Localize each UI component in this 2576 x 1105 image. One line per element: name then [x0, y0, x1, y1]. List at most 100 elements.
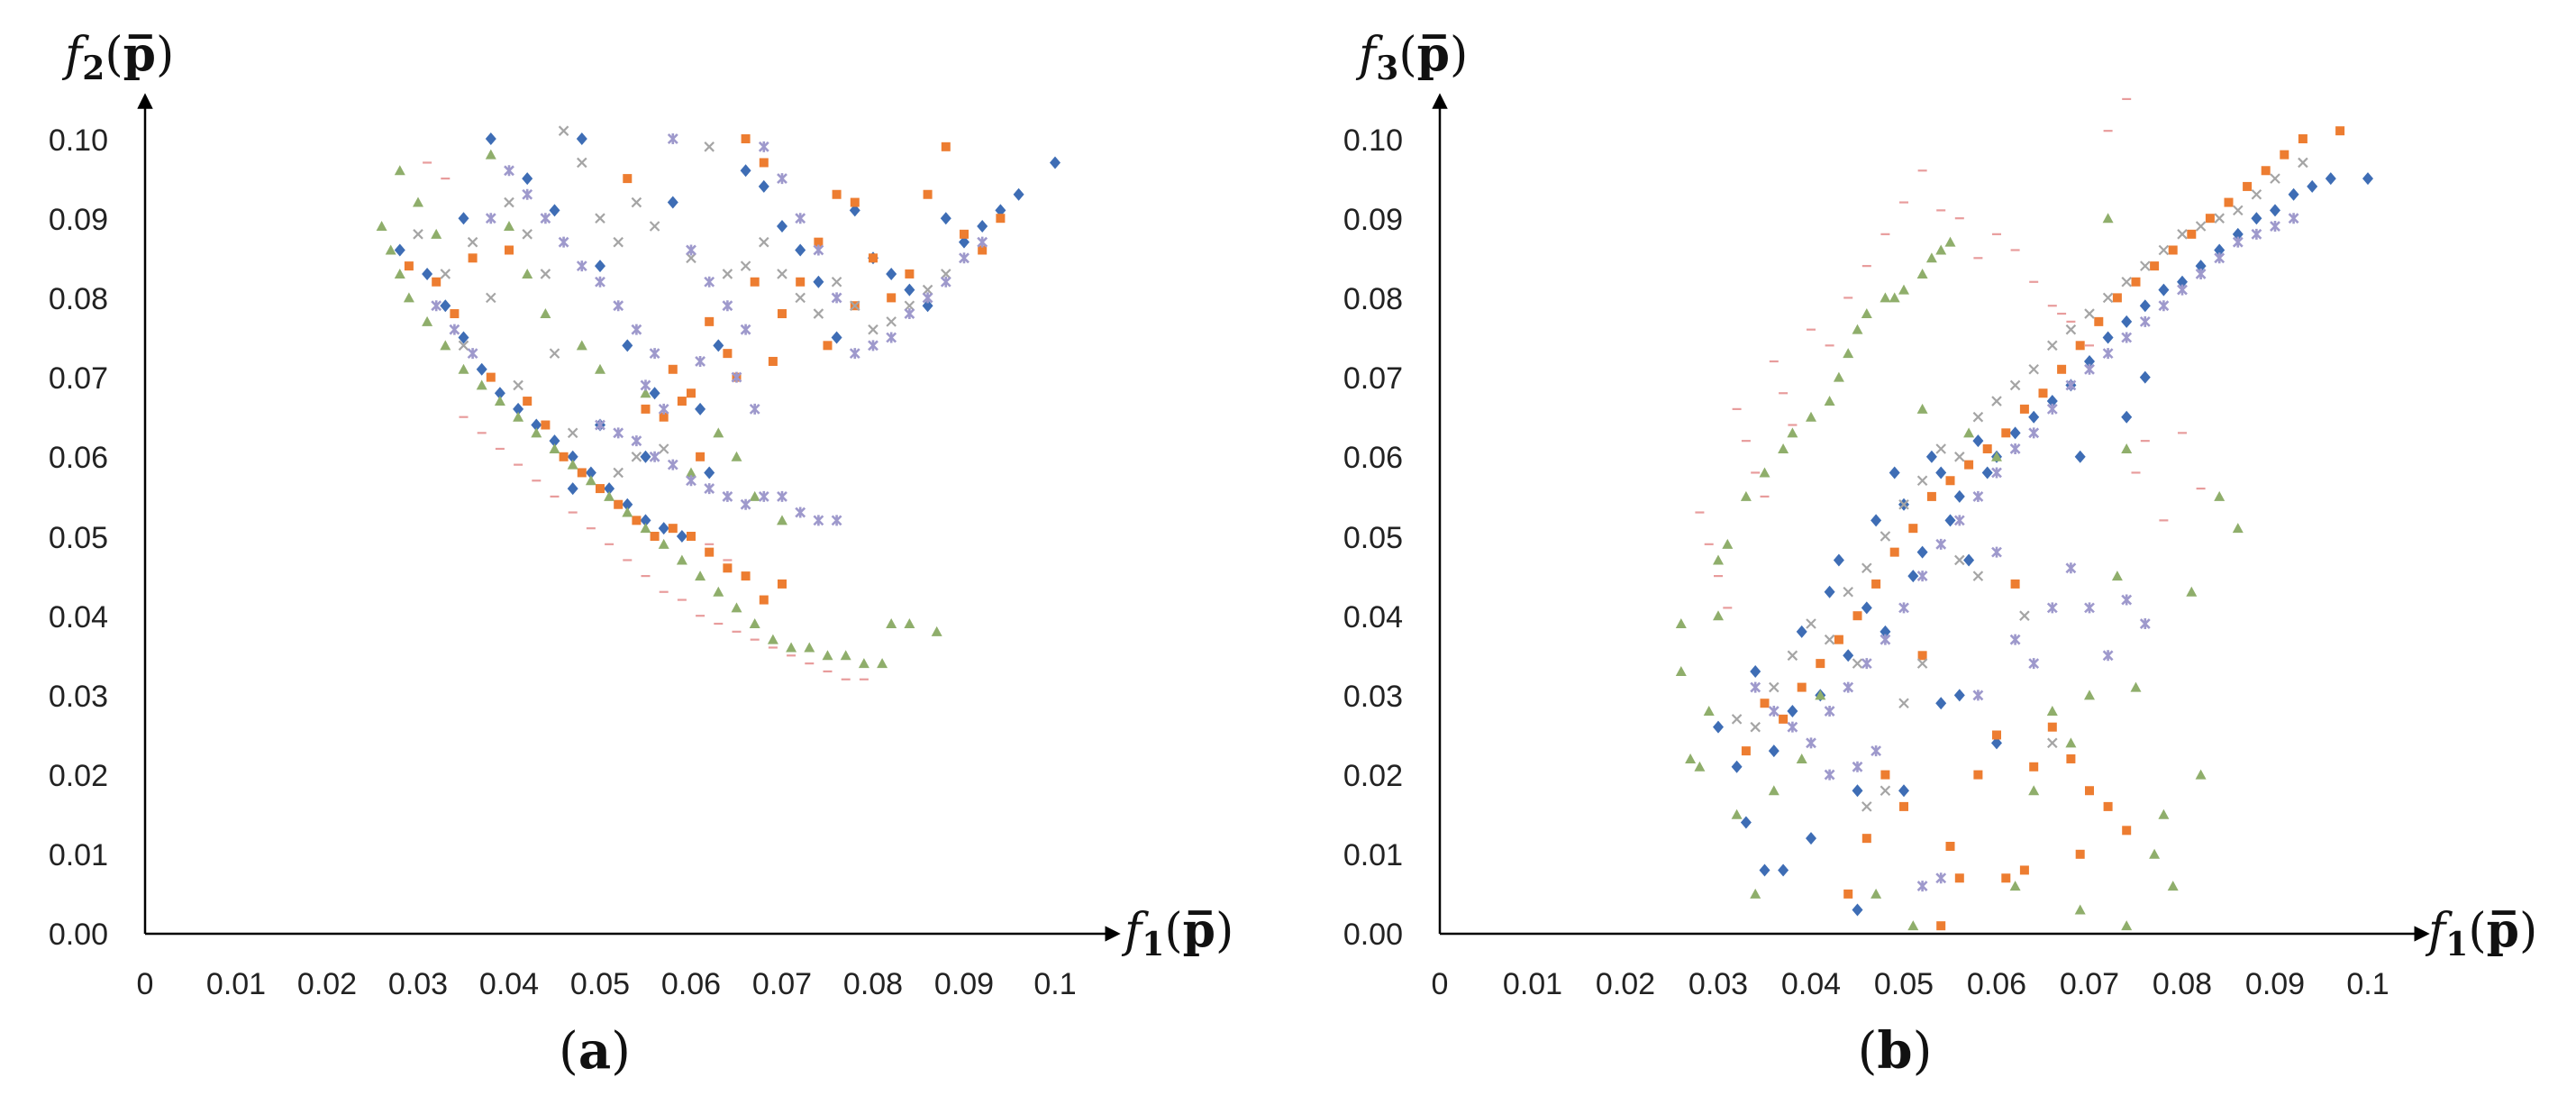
- y-tick-label: 0.04: [1343, 600, 1403, 635]
- scatter-point-square: [1741, 746, 1751, 756]
- scatter-point-square: [1954, 873, 1964, 883]
- y-tick-label: 0.05: [49, 521, 108, 555]
- scatter-point-square: [687, 388, 696, 398]
- scatter-point-cross: [1731, 714, 1743, 725]
- scatter-point-cross: [631, 452, 642, 462]
- scatter-point-square: [2243, 181, 2253, 191]
- scatter-point-cross: [1861, 562, 1872, 574]
- scatter-point-diamond: [1935, 697, 1947, 710]
- scatter-point-star: [2009, 443, 2021, 454]
- scatter-point-triangle: [1675, 618, 1687, 629]
- y-tick-label: 0.10: [1343, 123, 1403, 158]
- scatter-point-diamond: [1944, 514, 1956, 527]
- scatter-point-star: [886, 332, 897, 343]
- scatter-point-cross: [1954, 452, 1965, 462]
- scatter-point-star: [631, 435, 642, 447]
- scatter-point-square: [1889, 547, 1899, 557]
- scatter-point-star: [595, 419, 605, 431]
- y-tick-label: 0.06: [49, 441, 108, 475]
- scatter-point-cross: [413, 229, 423, 240]
- scatter-point-diamond: [2214, 243, 2226, 257]
- scatter-point-star: [758, 141, 769, 152]
- scatter-point-star: [631, 324, 642, 335]
- scatter-point-diamond: [1731, 760, 1743, 773]
- scatter-point-diamond: [1972, 434, 1984, 448]
- scatter-point-square: [796, 277, 806, 287]
- scatter-point-diamond: [604, 482, 615, 496]
- scatter-point-diamond: [813, 275, 824, 288]
- x-tick-label: 0.09: [934, 967, 994, 1001]
- scatter-point-triangle: [1768, 785, 1780, 796]
- scatter-point-square: [468, 253, 478, 263]
- scatter-point-cross: [941, 269, 951, 279]
- scatter-point-triangle: [1713, 610, 1724, 621]
- scatter-point-square: [1779, 714, 1789, 724]
- scatter-point-diamond: [622, 339, 633, 352]
- scatter-point-diamond: [2158, 283, 2170, 297]
- scatter-point-square: [2019, 865, 2029, 875]
- y-tick-label: 0.08: [1343, 282, 1403, 316]
- scatter-point-square: [1760, 699, 1770, 708]
- x-tick-label: 0.03: [388, 967, 448, 1001]
- scatter-point-triangle: [1675, 665, 1687, 676]
- scatter-point-star: [2065, 562, 2077, 574]
- panel-label-b: (b): [1858, 1021, 1933, 1081]
- scatter-point-triangle: [394, 165, 405, 176]
- scatter-point-square: [2075, 849, 2085, 859]
- scatter-point-triangle: [2130, 681, 2142, 692]
- scatter-point-star: [2139, 618, 2151, 630]
- scatter-point-square: [404, 261, 414, 271]
- scatter-point-star: [2177, 284, 2188, 296]
- scatter-point-diamond: [1981, 466, 1993, 479]
- scatter-point-square: [823, 341, 833, 351]
- scatter-point-cross: [850, 300, 860, 311]
- scatter-point-star: [731, 371, 742, 383]
- scatter-point-triangle: [513, 411, 524, 422]
- x-tick-label: 0.05: [570, 967, 630, 1001]
- scatter-point-cross: [658, 443, 669, 454]
- scatter-point-triangle: [2084, 689, 2095, 700]
- x-tick-label: 0.06: [661, 967, 721, 1001]
- scatter-point-diamond: [667, 196, 678, 209]
- y-tick-label: 0.07: [49, 361, 108, 396]
- chart-panel-b: f3(p̅) f1(p̅) (b) 0 0.01 0.02 0.03 0.04 …: [1343, 27, 2537, 1081]
- scatter-point-triangle: [2009, 881, 2021, 891]
- scatter-point-triangle: [877, 658, 888, 669]
- scatter-point-cross: [2047, 737, 2058, 749]
- scatter-point-cross: [540, 269, 551, 279]
- scatter-point-square: [2010, 579, 2020, 589]
- scatter-point-star: [1806, 737, 1816, 749]
- scatter-point-star: [1750, 681, 1761, 693]
- scatter-point-square: [1973, 770, 1983, 780]
- scatter-point-triangle: [494, 396, 505, 406]
- scatter-point-star: [649, 451, 660, 462]
- scatter-point-triangle: [1824, 396, 1835, 406]
- scatter-point-star: [2065, 379, 2077, 391]
- scatter-point-star: [485, 213, 496, 224]
- scatter-point-square: [486, 372, 496, 382]
- scatter-point-cross: [467, 236, 478, 248]
- scatter-point-square: [577, 468, 587, 478]
- scatter-point-diamond: [959, 235, 969, 249]
- scatter-point-cross: [1843, 586, 1853, 598]
- scatter-point-triangle: [786, 642, 797, 653]
- scatter-point-cross: [2084, 308, 2095, 319]
- scatter-point-star: [2121, 332, 2133, 343]
- scatter-point-diamond: [640, 514, 651, 527]
- y-tick-label: 0.01: [49, 838, 108, 872]
- scatter-point-square: [978, 245, 988, 255]
- scatter-point-cross: [631, 196, 642, 208]
- scatter-point-square: [2001, 873, 2011, 883]
- scatter-point-star: [522, 188, 533, 200]
- scatter-point-square: [778, 309, 787, 319]
- x-tick-label: 0.09: [2245, 967, 2305, 1001]
- scatter-point-triangle: [595, 363, 605, 374]
- scatter-point-diamond: [1759, 863, 1770, 877]
- scatter-point-star: [868, 340, 878, 352]
- scatter-point-diamond: [795, 243, 806, 257]
- scatter-point-triangle: [403, 292, 414, 303]
- scatter-point-star: [2195, 268, 2207, 279]
- scatter-point-square: [941, 142, 951, 151]
- scatter-point-diamond: [394, 243, 405, 257]
